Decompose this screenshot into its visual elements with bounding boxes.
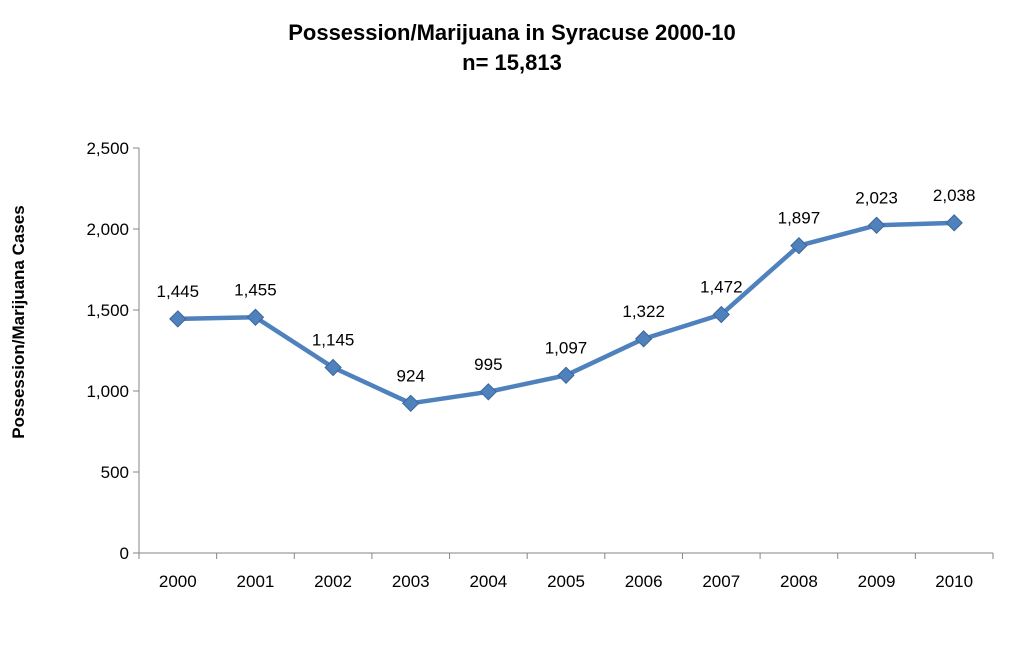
x-tick-label: 2004 [469, 572, 507, 591]
data-label: 2,038 [933, 186, 976, 205]
data-point-marker [479, 383, 498, 401]
data-label: 1,322 [622, 302, 665, 321]
x-tick-label: 2000 [159, 572, 197, 591]
data-label: 924 [397, 366, 425, 385]
x-tick-label: 2008 [780, 572, 818, 591]
data-point-marker [402, 394, 420, 413]
x-tick-label: 2010 [935, 572, 973, 591]
y-tick-label: 2,000 [86, 220, 129, 239]
data-label: 1,472 [700, 278, 743, 297]
chart-title: Possession/Marijuana in Syracuse 2000-10 [288, 20, 736, 45]
x-tick-label: 2003 [392, 572, 430, 591]
data-label: 1,097 [545, 338, 588, 357]
x-tick-label: 2007 [702, 572, 740, 591]
data-point-marker [790, 236, 808, 255]
y-axis-title: Possession/Marijuana Cases [9, 205, 28, 438]
tick-labels: 0 500 1,000 1,500 2,000 2,500 2000 2001 2002 2003… [86, 139, 973, 591]
data-labels: 1,445 1,455 1,145 924 995 1,097 1,322 1,472 1,89… [157, 186, 976, 385]
data-point-marker [557, 366, 575, 384]
data-point-marker [246, 308, 265, 326]
x-tick-label: 2009 [858, 572, 896, 591]
data-label: 1,445 [157, 282, 200, 301]
data-label: 1,145 [312, 331, 355, 350]
x-tick-label: 2002 [314, 572, 352, 591]
series-line [169, 214, 963, 413]
y-tick-label: 500 [101, 463, 129, 482]
y-tick-label: 1,000 [86, 382, 129, 401]
data-point-marker [945, 214, 963, 232]
y-tick-label: 2,500 [86, 139, 129, 158]
y-tick-label: 1,500 [86, 301, 129, 320]
chart-title-block: Possession/Marijuana in Syracuse 2000-10… [0, 18, 1024, 78]
x-tick-label: 2001 [237, 572, 275, 591]
data-label: 1,455 [234, 280, 277, 299]
x-tick-label: 2005 [547, 572, 585, 591]
chart-subtitle: n= 15,813 [462, 50, 562, 75]
x-tick-label: 2006 [625, 572, 663, 591]
data-label: 1,897 [778, 209, 821, 228]
axes [133, 147, 994, 559]
data-point-marker [867, 216, 886, 234]
data-point-marker [712, 305, 730, 324]
data-label: 995 [474, 355, 502, 374]
y-tick-label: 0 [120, 544, 129, 563]
data-point-marker [169, 310, 187, 328]
data-label: 2,023 [855, 188, 898, 207]
data-point-marker [324, 358, 342, 377]
data-point-marker [634, 330, 653, 348]
